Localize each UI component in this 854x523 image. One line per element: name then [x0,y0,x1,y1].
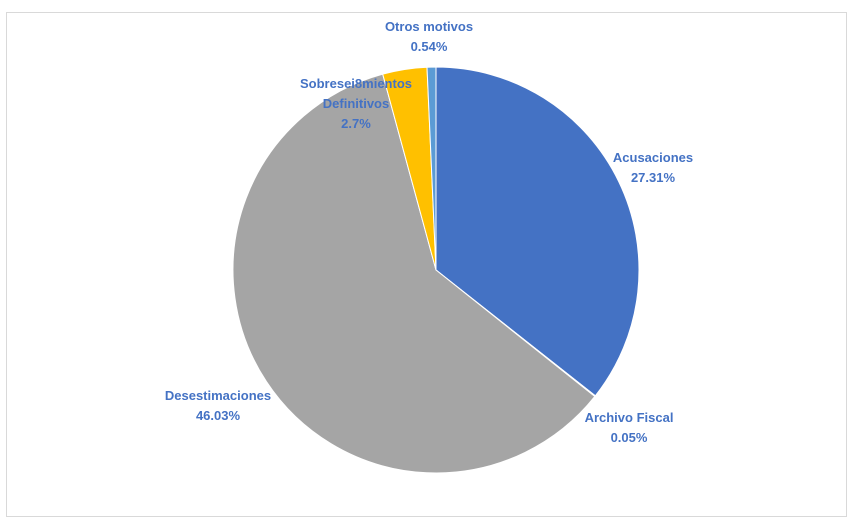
pie-slice [232,73,596,474]
data-label-category: Desestimaciones [165,388,271,403]
data-label-category: Definitivos [323,96,389,111]
data-label-category: Otros motivos [385,19,473,34]
data-label-value: 46.03% [196,408,241,423]
pie-slice [435,66,640,397]
data-label-category: Acusaciones [613,150,693,165]
data-label-value: 27.31% [631,170,676,185]
data-label-category: Sobresei8mientos [300,76,412,91]
data-label-category: Archivo Fiscal [585,410,674,425]
data-label-value: 0.05% [611,430,648,445]
pie-slice [426,66,437,271]
data-label-value: 0.54% [411,39,448,54]
data-label-value: 2.7% [341,116,371,131]
